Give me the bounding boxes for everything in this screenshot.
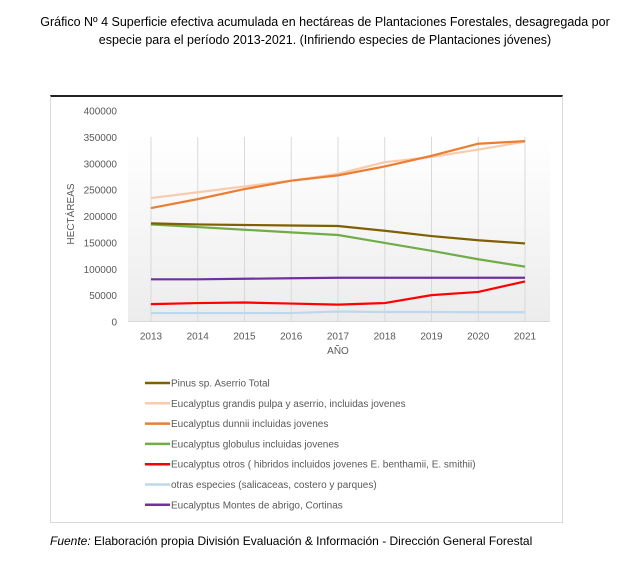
series-line: [150, 223, 526, 268]
legend-label: otras especies (salicaceas, costero y pa…: [171, 480, 377, 491]
series-line: [151, 310, 525, 315]
legend-label: Eucalyptus dunnii incluidas jovenes: [171, 419, 328, 430]
y-tick-label: 100000: [84, 265, 118, 276]
source-text: Elaboración propia División Evaluación &…: [90, 534, 533, 548]
y-tick-label: 50000: [89, 291, 117, 302]
series-line: [150, 280, 526, 306]
plot-area: [128, 136, 550, 322]
y-tick-label: 400000: [84, 107, 118, 118]
y-tick-label: 0: [111, 318, 117, 329]
series-line: [151, 276, 525, 281]
chart-title: Gráfico Nº 4 Superficie efectiva acumula…: [40, 15, 610, 47]
legend-label: Eucalyptus Montes de abrigo, Cortinas: [171, 500, 343, 511]
x-tick-label: 2015: [233, 332, 256, 343]
y-tick-label: 250000: [84, 186, 118, 197]
x-tick-label: 2021: [514, 332, 537, 343]
y-tick-label: 350000: [84, 133, 118, 144]
legend-label: Eucalyptus globulus incluidas jovenes: [171, 439, 339, 450]
y-tick-label: 150000: [84, 238, 118, 249]
x-tick-label: 2014: [187, 332, 210, 343]
series-line: [150, 139, 526, 210]
x-tick-label: 2020: [467, 332, 490, 343]
x-tick-label: 2018: [374, 332, 397, 343]
x-tick-label: 2017: [327, 332, 350, 343]
legend-label: Eucalyptus grandis pulpa y aserrio, incl…: [171, 399, 406, 410]
x-tick-label: 2016: [280, 332, 303, 343]
y-tick-label: 200000: [84, 212, 118, 223]
y-tick-label: 300000: [84, 159, 118, 170]
legend-label: Eucalyptus otros ( hibridos incluidos jo…: [171, 460, 476, 471]
x-tick-label: 2019: [420, 332, 443, 343]
x-axis-title: AÑO: [327, 344, 349, 357]
x-tick-label: 2013: [140, 332, 163, 343]
source-label: Fuente:: [50, 534, 91, 548]
series-line: [150, 222, 526, 245]
y-axis-title: HECTÁREAS: [64, 183, 77, 244]
legend-label: Pinus sp. Aserrio Total: [171, 379, 270, 390]
series-line: [150, 140, 526, 200]
source-note: Fuente: Elaboración propia División Eval…: [50, 534, 532, 548]
